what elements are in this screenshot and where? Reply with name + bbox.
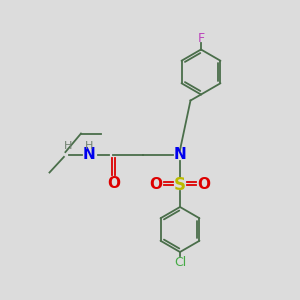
Text: N: N bbox=[174, 147, 186, 162]
Text: O: O bbox=[107, 176, 120, 190]
Text: F: F bbox=[197, 32, 205, 45]
Text: S: S bbox=[174, 176, 186, 194]
Text: H: H bbox=[64, 141, 72, 151]
Text: O: O bbox=[197, 177, 211, 192]
Text: N: N bbox=[83, 147, 96, 162]
Text: Cl: Cl bbox=[174, 256, 186, 269]
Text: H: H bbox=[85, 140, 94, 151]
Text: O: O bbox=[149, 177, 163, 192]
